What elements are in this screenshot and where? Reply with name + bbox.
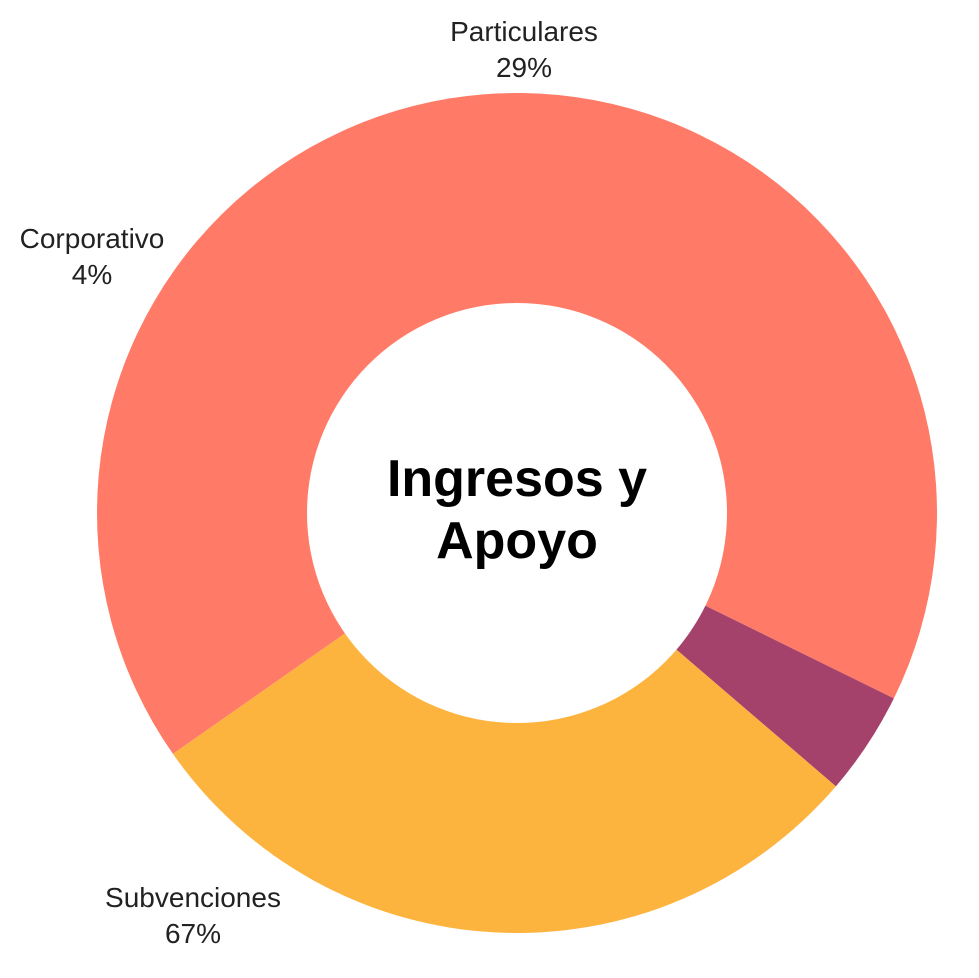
slice-value-corporativo: 4% bbox=[72, 259, 112, 290]
slice-particulares bbox=[172, 513, 836, 933]
slice-label-corporativo: Corporativo bbox=[20, 223, 165, 254]
donut-hole bbox=[307, 303, 727, 723]
slice-label-particulares: Particulares bbox=[450, 16, 598, 47]
slice-value-subvenciones: 67% bbox=[165, 918, 221, 949]
slice-value-particulares: 29% bbox=[496, 52, 552, 83]
chart-title: Ingresos y Apoyo bbox=[317, 440, 717, 580]
chart-title-line-2: Apoyo bbox=[436, 512, 598, 570]
chart-title-line-1: Ingresos y bbox=[386, 449, 648, 508]
slice-labels: Subvenciones 67% Corporativo 4% Particulares… bbox=[20, 16, 598, 949]
slice-label-subvenciones: Subvenciones bbox=[105, 882, 281, 913]
